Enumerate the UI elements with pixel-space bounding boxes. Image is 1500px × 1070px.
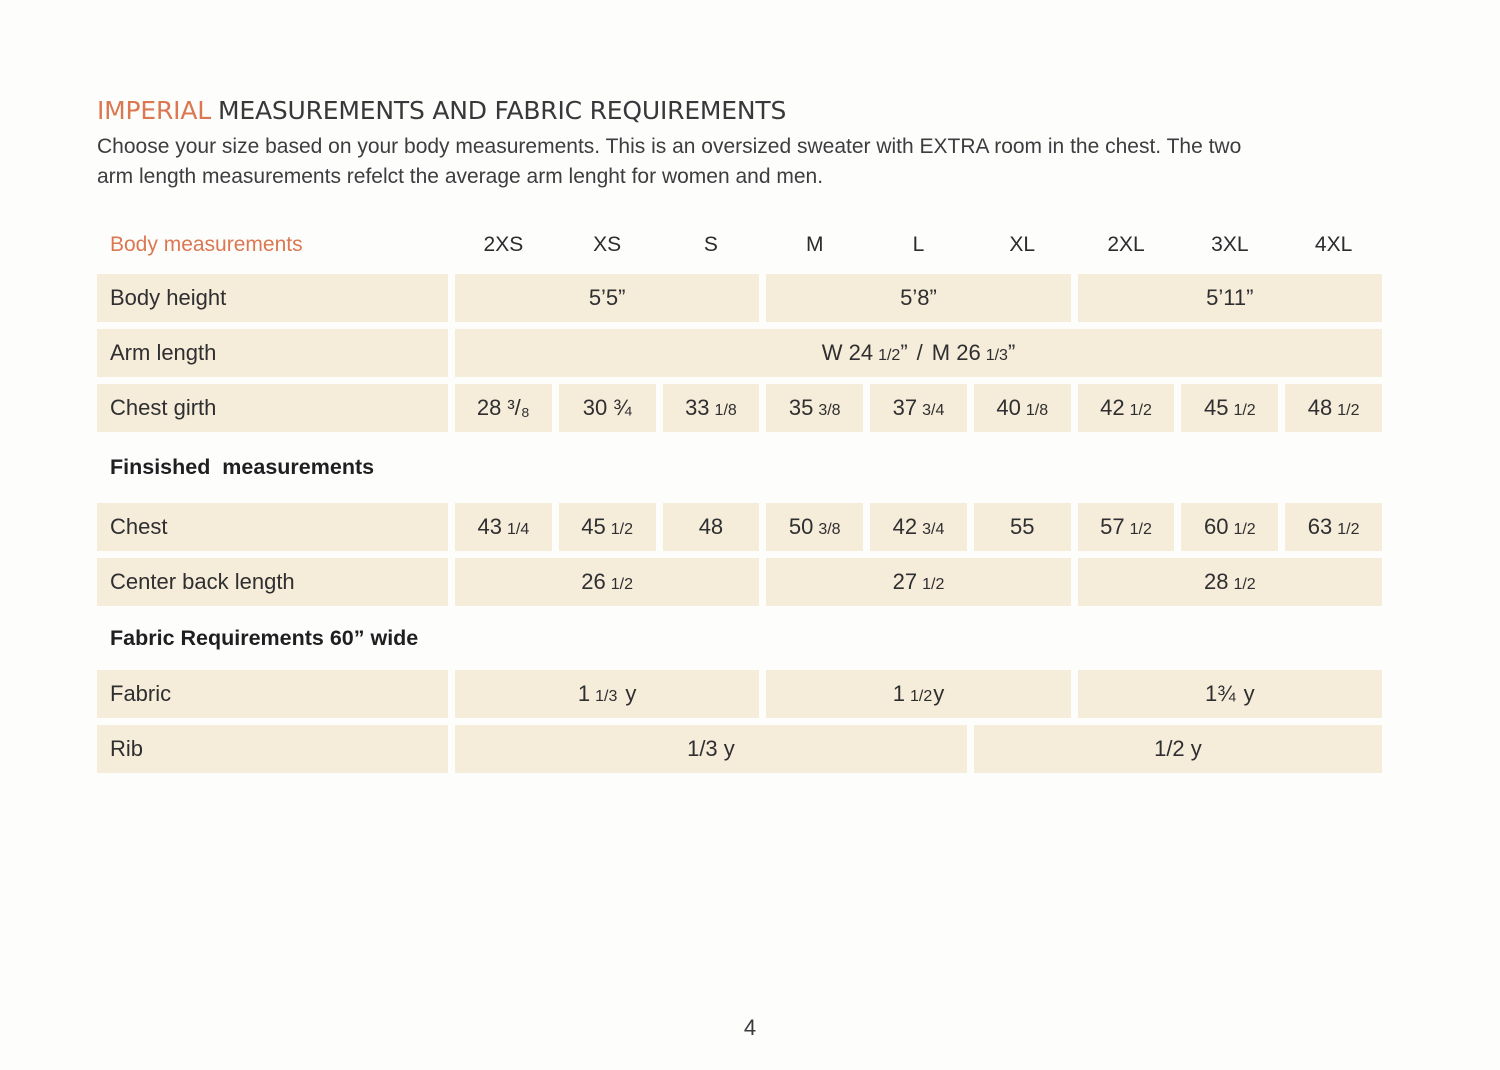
value-cell-center-back-1: 26 1/2 xyxy=(455,558,760,606)
size-header-2xs: 2XS xyxy=(483,233,524,256)
size-header-xs: XS xyxy=(593,233,622,256)
measurements-table: Body measurements 2XS XS S M L XL 2XL 3X… xyxy=(97,223,1382,773)
value-cell-chest-l: 42 3/4 xyxy=(870,503,967,551)
value-cell-chest-girth-2xl: 42 1/2 xyxy=(1077,384,1175,432)
title-accent: IMPERIAL xyxy=(97,96,211,125)
page-content: IMPERIAL MEASUREMENTS AND FABRIC REQUIREM… xyxy=(97,0,1382,773)
value-cell-chest-girth-4xl: 48 1/2 xyxy=(1285,384,1382,432)
page-title: IMPERIAL MEASUREMENTS AND FABRIC REQUIREM… xyxy=(97,96,1382,126)
value-cell-chest-girth-xs: 30 ¾ xyxy=(558,384,656,432)
row-label-chest-girth: Chest girth xyxy=(97,384,448,432)
title-rest: MEASUREMENTS AND FABRIC REQUIREMENTS xyxy=(218,96,787,125)
value-cell-body-height-2: 5’8” xyxy=(766,274,1071,322)
value-cell-chest-xs: 45 1/2 xyxy=(558,503,656,551)
section-heading-finished: Finsished measurements xyxy=(110,455,375,479)
size-header-xl: XL xyxy=(1009,233,1036,256)
value-cell-rib-2: 1/2 y xyxy=(973,725,1382,773)
intro-line-1: Choose your size based on your body meas… xyxy=(97,135,1242,158)
row-label-chest: Chest xyxy=(97,503,448,551)
value-cell-chest-3xl: 60 1/2 xyxy=(1181,503,1279,551)
value-cell-chest-m: 50 3/8 xyxy=(766,503,864,551)
size-header-s: S xyxy=(703,233,718,256)
value-cell-chest-2xs: 43 1/4 xyxy=(455,503,552,551)
value-cell-chest-xl: 55 xyxy=(973,503,1071,551)
value-cell-center-back-3: 28 1/2 xyxy=(1077,558,1382,606)
row-label-arm-length: Arm length xyxy=(97,329,448,377)
value-cell-arm-length: W 24 1/2” / M 26 1/3” xyxy=(455,329,1382,377)
value-cell-body-height-3: 5’11” xyxy=(1077,274,1382,322)
row-label-body-height: Body height xyxy=(97,274,448,322)
table-header-label: Body measurements xyxy=(110,233,303,256)
row-label-fabric: Fabric xyxy=(97,670,448,718)
value-cell-chest-girth-2xs: 28 ³/₈ xyxy=(455,384,552,432)
value-cell-chest-4xl: 63 1/2 xyxy=(1285,503,1382,551)
section-heading-fabric: Fabric Requirements 60” wide xyxy=(110,626,419,650)
value-cell-center-back-2: 27 1/2 xyxy=(766,558,1071,606)
value-cell-chest-girth-s: 33 1/8 xyxy=(662,384,760,432)
value-cell-chest-girth-m: 35 3/8 xyxy=(766,384,864,432)
value-cell-chest-girth-xl: 40 1/8 xyxy=(973,384,1071,432)
intro-line-2: arm length measurements refelct the aver… xyxy=(97,165,824,188)
value-cell-fabric-2: 1 1/2y xyxy=(766,670,1071,718)
value-cell-chest-girth-l: 37 3/4 xyxy=(870,384,967,432)
value-cell-fabric-1: 1 1/3 y xyxy=(455,670,760,718)
size-header-m: M xyxy=(805,233,824,256)
row-label-rib: Rib xyxy=(97,725,448,773)
value-cell-chest-2xl: 57 1/2 xyxy=(1077,503,1175,551)
size-header-3xl: 3XL xyxy=(1211,233,1249,256)
size-header-l: L xyxy=(912,233,925,256)
size-header-4xl: 4XL xyxy=(1314,233,1353,256)
value-cell-chest-s: 48 xyxy=(662,503,760,551)
value-cell-fabric-3: 1¾ y xyxy=(1077,670,1382,718)
page-number: 4 xyxy=(743,1015,757,1040)
intro-text: Choose your size based on your body meas… xyxy=(97,132,1382,192)
value-cell-rib-1: 1/3 y xyxy=(455,725,967,773)
value-cell-body-height-1: 5’5” xyxy=(455,274,760,322)
value-cell-chest-girth-3xl: 45 1/2 xyxy=(1181,384,1279,432)
row-label-center-back: Center back length xyxy=(97,558,448,606)
size-header-2xl: 2XL xyxy=(1107,233,1145,256)
